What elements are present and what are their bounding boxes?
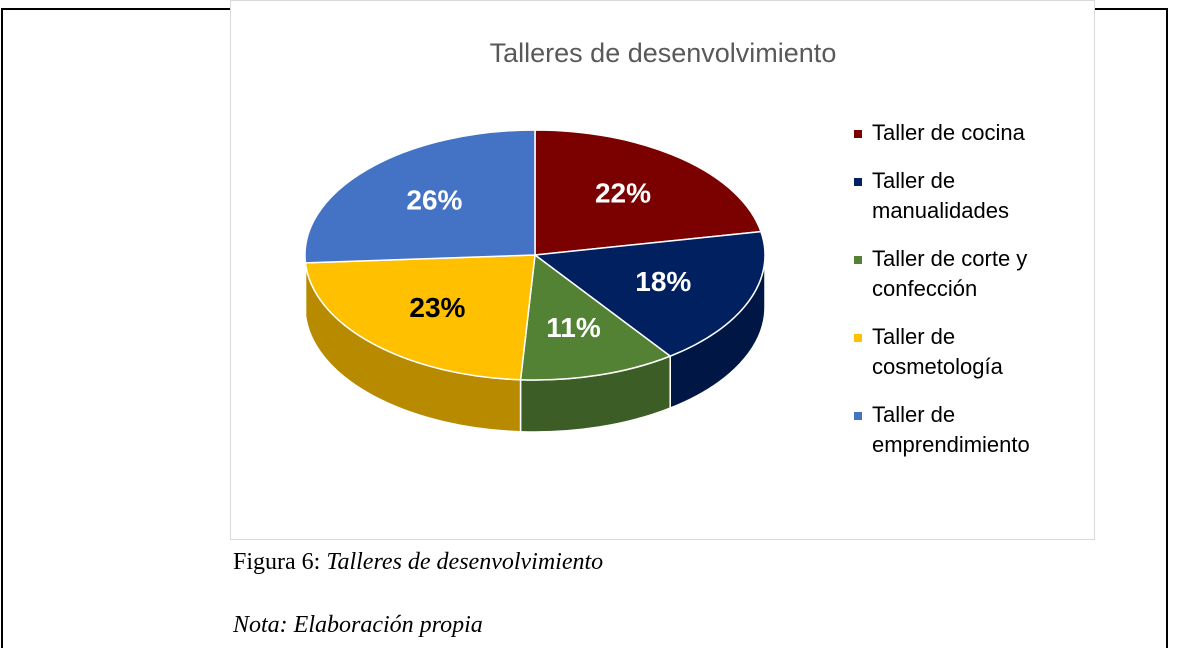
legend-item: Taller de cocina <box>852 118 1077 148</box>
data-label: 18% <box>635 266 691 297</box>
legend: Taller de cocina Taller de manualidades Ta… <box>852 118 1077 460</box>
data-label: 22% <box>595 178 651 209</box>
caption: Figura 6: Talleres de desenvolvimiento <box>233 549 603 576</box>
legend-swatch <box>854 256 862 264</box>
legend-label: Taller de manualidades <box>872 168 1009 223</box>
legend-item: Taller de emprendimiento <box>852 400 1077 460</box>
data-label: 11% <box>546 312 601 343</box>
data-label: 26% <box>406 184 462 215</box>
legend-swatch <box>854 178 862 186</box>
caption-title: Talleres de desenvolvimiento <box>326 549 603 575</box>
legend-item: Taller de cosmetología <box>852 322 1077 382</box>
legend-label: Taller de cosmetología <box>872 324 1003 379</box>
legend-item: Taller de manualidades <box>852 166 1077 226</box>
legend-label: Taller de cocina <box>872 120 1025 145</box>
legend-label: Taller de corte y confección <box>872 246 1027 301</box>
legend-item: Taller de corte y confección <box>852 244 1077 304</box>
legend-swatch <box>854 412 862 420</box>
caption-label: Figura 6: <box>233 549 320 575</box>
data-label: 23% <box>409 292 465 323</box>
legend-label: Taller de emprendimiento <box>872 402 1030 457</box>
legend-swatch <box>854 334 862 342</box>
note: Nota: Elaboración propia <box>233 612 483 639</box>
chart-title: Talleres de desenvolvimiento <box>490 38 837 68</box>
note-text: Nota: Elaboración propia <box>233 612 483 638</box>
legend-swatch <box>854 130 862 138</box>
